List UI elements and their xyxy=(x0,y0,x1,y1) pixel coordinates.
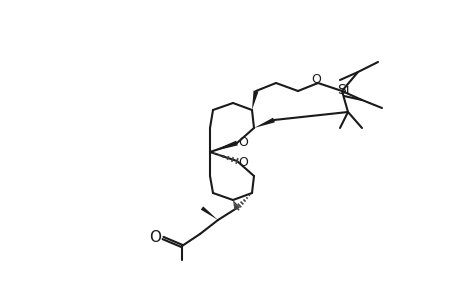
Text: O: O xyxy=(238,155,247,169)
Text: O: O xyxy=(238,136,247,148)
Polygon shape xyxy=(252,91,258,110)
Polygon shape xyxy=(210,141,237,152)
Polygon shape xyxy=(201,206,218,220)
Polygon shape xyxy=(253,118,274,128)
Text: O: O xyxy=(149,230,161,244)
Text: Si: Si xyxy=(336,83,348,97)
Text: O: O xyxy=(310,73,320,85)
